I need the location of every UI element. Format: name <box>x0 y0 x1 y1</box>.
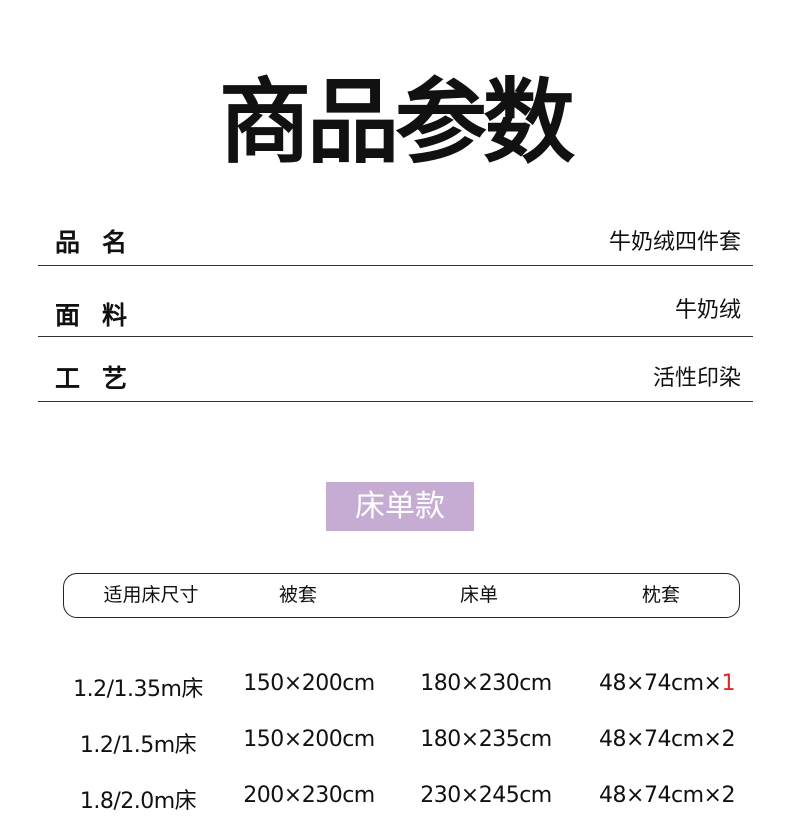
cell-sheet: 230×245cm <box>420 783 552 808</box>
cell-bed: 1.2/1.5m床 <box>79 733 197 758</box>
cell-duvet: 200×230cm <box>243 783 375 808</box>
param-row-fabric: 面料 牛奶绒 <box>38 296 753 337</box>
cell-sheet: 180×230cm <box>420 671 552 696</box>
header-bed-size: 适用床尺寸 <box>103 584 199 606</box>
cell-pillow: 48×74cm×2 <box>599 727 735 752</box>
pillow-size: 48×74cm× <box>599 727 722 752</box>
param-label: 品名 <box>55 228 150 257</box>
header-duvet: 被套 <box>278 584 318 606</box>
param-row-process: 工艺 活性印染 <box>38 361 753 402</box>
cell-sheet: 180×235cm <box>420 727 552 752</box>
cell-duvet: 150×200cm <box>243 671 375 696</box>
header-sheet: 床单 <box>459 584 499 606</box>
param-label: 工艺 <box>55 364 150 393</box>
pillow-qty: 2 <box>721 783 735 808</box>
cell-pillow: 48×74cm×1 <box>599 671 735 696</box>
pillow-size: 48×74cm× <box>599 671 722 696</box>
param-label: 面料 <box>55 301 150 330</box>
cell-bed: 1.8/2.0m床 <box>79 789 197 814</box>
cell-duvet: 150×200cm <box>243 727 375 752</box>
param-row-name: 品名 牛奶绒四件套 <box>38 225 753 266</box>
header-pillow: 枕套 <box>641 584 681 606</box>
param-value: 牛奶绒 <box>674 298 741 323</box>
cell-pillow: 48×74cm×2 <box>599 783 735 808</box>
page-title: 商品参数 <box>218 69 575 176</box>
pillow-qty: 2 <box>721 727 735 752</box>
param-value: 牛奶绒四件套 <box>608 230 741 255</box>
cell-bed: 1.2/1.35m床 <box>73 677 203 702</box>
section-badge: 床单款 <box>326 482 474 531</box>
param-value: 活性印染 <box>652 366 741 391</box>
pillow-size: 48×74cm× <box>599 783 722 808</box>
table-header: 适用床尺寸 被套 床单 枕套 <box>63 573 740 618</box>
pillow-qty: 1 <box>721 671 735 696</box>
